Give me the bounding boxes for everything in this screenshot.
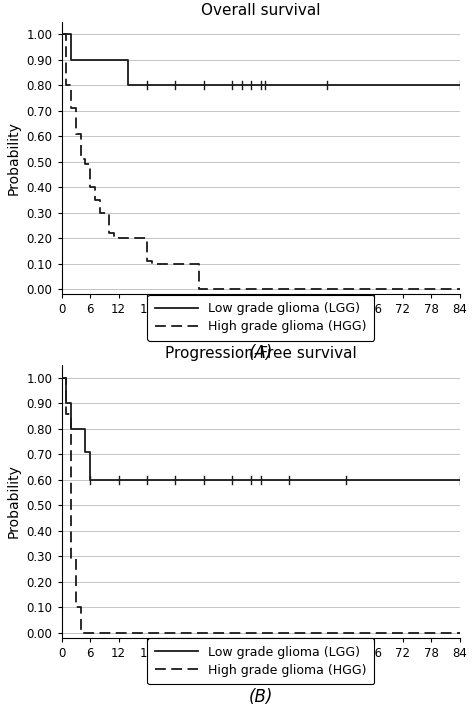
Text: (A): (A)	[248, 344, 273, 362]
X-axis label: Months: Months	[236, 665, 286, 680]
Legend: Low grade glioma (LGG), High grade glioma (HGG): Low grade glioma (LGG), High grade gliom…	[147, 638, 374, 684]
Title: Overall survival: Overall survival	[201, 3, 320, 18]
Legend: Low grade glioma (LGG), High grade glioma (HGG): Low grade glioma (LGG), High grade gliom…	[147, 295, 374, 341]
Y-axis label: Probability: Probability	[7, 121, 21, 195]
Text: (B): (B)	[248, 688, 273, 706]
Y-axis label: Probability: Probability	[7, 464, 21, 539]
Title: Progression-Free survival: Progression-Free survival	[165, 346, 356, 362]
X-axis label: Months: Months	[236, 322, 286, 336]
